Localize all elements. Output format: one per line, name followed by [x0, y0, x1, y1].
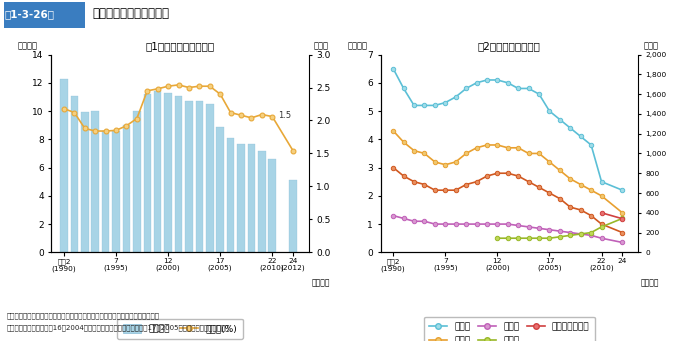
Bar [71, 95, 78, 252]
Bar [143, 94, 151, 252]
Bar [133, 111, 141, 252]
Bar [289, 180, 297, 252]
Bar [154, 91, 161, 252]
Text: 第1-3-26図: 第1-3-26図 [5, 9, 55, 19]
Text: （万人）: （万人） [18, 42, 38, 50]
Bar [248, 144, 255, 252]
Text: （％）: （％） [314, 42, 329, 50]
Legend: 中退者数, 中退率(%): 中退者数, 中退率(%) [117, 318, 243, 339]
Bar [268, 159, 276, 252]
Title: （2）学年別中退者数: （2）学年別中退者数 [478, 41, 541, 51]
Text: （人）: （人） [643, 42, 658, 50]
Bar [216, 127, 224, 252]
Text: （出典）文部科学省「児童生徒の問題行動等生徒指導上の諸問題に関する調査」: （出典）文部科学省「児童生徒の問題行動等生徒指導上の諸問題に関する調査」 [7, 312, 160, 318]
Text: 高校における中途退学者: 高校における中途退学者 [93, 7, 169, 20]
Bar [237, 144, 245, 252]
Bar [196, 101, 203, 252]
Text: （注）調査対象は、平成16（2004）年度までは公・私立高校、平成17（2005）年度から国公私立高校。: （注）調査対象は、平成16（2004）年度までは公・私立高校、平成17（2005… [7, 325, 230, 331]
Bar [113, 131, 120, 252]
Bar [206, 104, 213, 252]
Bar [91, 111, 99, 252]
Bar [258, 151, 265, 252]
Bar [123, 125, 130, 252]
Bar [227, 138, 235, 252]
Text: （年度）: （年度） [311, 278, 330, 287]
Bar [185, 101, 193, 252]
Text: （万人）: （万人） [347, 42, 367, 50]
Bar [165, 93, 172, 252]
Bar [60, 78, 68, 252]
Legend: １年生, ２年生, ３年生, 単位制, ４年生（右軸）: １年生, ２年生, ３年生, 単位制, ４年生（右軸） [424, 316, 595, 341]
Bar [102, 131, 109, 252]
Text: 1.5: 1.5 [279, 111, 292, 120]
Bar [175, 95, 182, 252]
Title: （1）中退者数と中退率: （1）中退者数と中退率 [145, 41, 215, 51]
FancyBboxPatch shape [4, 2, 85, 28]
Bar [81, 113, 88, 252]
Text: （年度）: （年度） [641, 278, 659, 287]
